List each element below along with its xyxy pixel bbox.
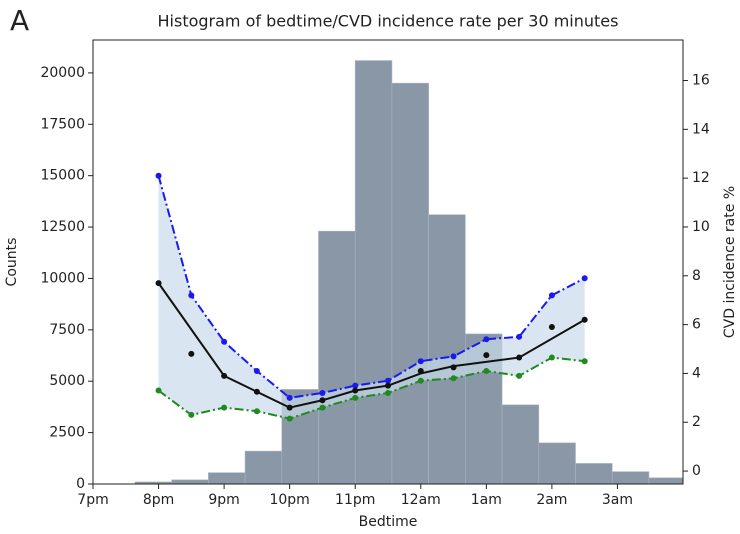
series-point: [450, 375, 457, 382]
y2-tick-label: 14: [692, 121, 710, 137]
histogram-bar: [244, 450, 283, 485]
panel-label: A: [10, 4, 29, 37]
series-point: [483, 352, 490, 359]
y-tick-label: 2500: [49, 425, 85, 441]
y2-tick-label: 16: [692, 73, 710, 89]
y-tick-label: 10000: [40, 270, 85, 286]
x-tick-label: 2am: [536, 492, 567, 508]
plot-frame: [92, 39, 684, 485]
histogram-bar: [428, 214, 466, 485]
series-point: [417, 377, 424, 384]
y-tick-label: 15000: [40, 168, 85, 184]
histogram-bar: [318, 230, 356, 485]
series-line: [157, 175, 586, 399]
confidence-band: [158, 175, 585, 419]
y2-tick-label: 4: [692, 365, 701, 381]
series-point: [581, 275, 588, 282]
histogram-bar: [538, 442, 576, 485]
series-point: [221, 404, 228, 411]
series-point: [352, 394, 359, 401]
y-tick-label: 17500: [40, 116, 85, 132]
y-axis-label: Counts: [4, 238, 20, 287]
x-tick-label: 8pm: [143, 492, 174, 508]
x-tick-label: 11pm: [335, 492, 375, 508]
series-point: [253, 367, 260, 374]
histogram-bar: [648, 477, 684, 485]
y-tick-label: 12500: [40, 219, 85, 235]
series-line: [157, 356, 585, 420]
histogram-bar: [171, 479, 209, 485]
series-point: [253, 408, 260, 415]
series-point: [516, 372, 523, 379]
series-point: [385, 377, 391, 384]
series-point: [155, 387, 162, 394]
series-point: [286, 394, 293, 401]
histogram-bar: [611, 471, 650, 485]
histogram-bar: [501, 404, 540, 485]
series-point: [221, 338, 228, 345]
x-tick-label: 12am: [401, 492, 441, 508]
y2-tick-label: 8: [692, 268, 701, 284]
series-point: [450, 353, 457, 360]
series-point: [188, 292, 195, 299]
series-point: [155, 172, 162, 179]
series-point: [548, 354, 555, 361]
series-point: [483, 367, 490, 374]
series-point: [319, 404, 326, 411]
x-tick-label: 3am: [602, 492, 633, 508]
series-point: [352, 382, 359, 389]
series-point: [417, 358, 424, 365]
histogram-bar: [575, 463, 613, 485]
x-tick-label: 9pm: [208, 492, 239, 508]
histogram-bar: [354, 60, 393, 485]
y2-tick-label: 2: [692, 414, 701, 430]
x-tick-label: 7pm: [77, 492, 108, 508]
y2-tick-label: 12: [692, 170, 710, 186]
chart-title: Histogram of bedtime/CVD incidence rate …: [158, 12, 619, 31]
series-line: [157, 282, 586, 409]
series-point: [385, 389, 391, 396]
series-point: [319, 389, 326, 396]
histogram-bar: [208, 472, 246, 485]
series-point: [188, 350, 195, 357]
series-point: [548, 324, 555, 331]
series-point: [483, 336, 490, 343]
y-tick-label: 7500: [49, 322, 85, 338]
y2-tick-label: 6: [692, 317, 701, 333]
series-point: [548, 292, 555, 299]
y-tick-label: 20000: [40, 65, 85, 81]
series-point: [581, 358, 588, 365]
x-axis-label: Bedtime: [359, 514, 418, 530]
y-tick-label: 5000: [49, 373, 85, 389]
y-tick-label: 0: [76, 476, 85, 492]
x-tick-label: 1am: [471, 492, 502, 508]
y2-tick-label: 10: [692, 219, 710, 235]
series-point: [286, 415, 293, 422]
series-point: [188, 411, 195, 418]
series-point: [516, 333, 523, 340]
y2-axis-label: CVD incidence rate %: [722, 186, 738, 338]
y2-tick-label: 0: [692, 463, 701, 479]
histogram-bar: [391, 82, 429, 485]
x-tick-label: 10pm: [269, 492, 309, 508]
